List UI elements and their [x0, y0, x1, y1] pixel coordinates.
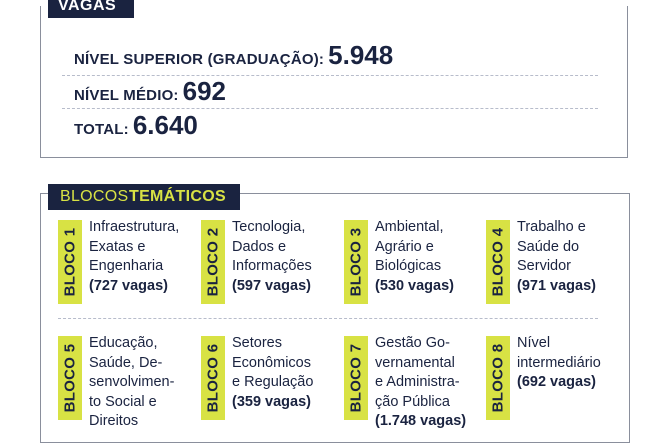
divider [62, 75, 598, 76]
bloco-line: Nível [517, 335, 551, 351]
bloco-text: Tecnologia, Dados e Informações (597 vagas) [232, 218, 348, 296]
bloco-line: vernamental [375, 354, 455, 371]
bloco-text: Infraestrutura, Exatas e Engenharia (727 va… [89, 218, 205, 296]
bloco-line: Gestão Go- [375, 335, 450, 351]
bloco-text: Nível intermediário (692 vagas) [517, 334, 633, 393]
bloco-badge-label: BLOCO 6 [204, 343, 222, 413]
bloco-line: intermediário [517, 354, 601, 371]
vagas-medio-value: 692 [182, 76, 227, 106]
vagas-superior-row: NÍVEL SUPERIOR (GRADUAÇÃO): 5.948 [74, 40, 393, 71]
bloco-line: Ambiental, [375, 219, 444, 235]
bloco-card: BLOCO 2 Tecnologia, Dados e Informações (597… [201, 219, 341, 310]
divider [62, 108, 598, 109]
bloco-card: BLOCO 7 Gestão Go-vernamental e Administra… [344, 335, 484, 429]
bloco-badge: BLOCO 2 [201, 220, 225, 304]
bloco-line: Servidor [517, 258, 571, 274]
bloco-vagas: (692 vagas) [517, 374, 596, 390]
bloco-vagas: (727 vagas) [89, 277, 168, 294]
bloco-card: BLOCO 4 Trabalho e Saúde do Servidor (971 va… [486, 219, 626, 310]
bloco-line: Infraestrutura, [89, 219, 180, 235]
bloco-line: Dados e [232, 238, 287, 255]
bloco-card: BLOCO 8 Nível intermediário (692 vagas) [486, 335, 626, 426]
bloco-line: Tecnologia, [232, 219, 306, 235]
bloco-badge-label: BLOCO 3 [347, 227, 365, 297]
bloco-badge: BLOCO 8 [486, 336, 510, 420]
bloco-vagas: (1.748 vagas) [375, 413, 467, 429]
bloco-line: to Social e [89, 393, 157, 410]
divider [58, 318, 598, 319]
bloco-line: Informações [232, 258, 312, 274]
bloco-card: BLOCO 1 Infraestrutura, Exatas e Engenharia… [58, 219, 198, 310]
bloco-line: Direitos [89, 413, 139, 429]
bloco-badge-label: BLOCO 2 [204, 227, 222, 297]
bloco-line: Saúde, De- [89, 354, 163, 371]
bloco-line: Educação, [89, 335, 158, 351]
bloco-text: Ambiental, Agrário e Biológicas (530 vagas) [375, 218, 491, 296]
bloco-badge-label: BLOCO 5 [61, 343, 79, 413]
bloco-badge-label: BLOCO 7 [347, 343, 365, 413]
vagas-panel [40, 6, 628, 158]
bloco-line: e Regulação [232, 374, 314, 390]
vagas-superior-value: 5.948 [328, 40, 394, 70]
bloco-badge-label: BLOCO 1 [61, 227, 79, 297]
bloco-text: Setores Econômicos e Regulação (359 vagas) [232, 334, 348, 412]
bloco-text: Trabalho e Saúde do Servidor (971 vagas) [517, 218, 633, 296]
bloco-line: Trabalho e [517, 219, 586, 235]
bloco-badge: BLOCO 7 [344, 336, 368, 420]
bloco-line: ção Pública [375, 393, 450, 410]
bloco-vagas: (597 vagas) [232, 277, 311, 294]
vagas-medio-label: NÍVEL MÉDIO: [74, 87, 179, 104]
vagas-title-tab: VAGAS [48, 0, 134, 18]
bloco-badge: BLOCO 5 [58, 336, 82, 420]
bloco-vagas: (971 vagas) [517, 277, 596, 294]
bloco-badge-label: BLOCO 4 [489, 227, 507, 297]
blocos-title-bold: TEMÁTICOS [129, 188, 226, 205]
bloco-badge: BLOCO 4 [486, 220, 510, 304]
vagas-total-value: 6.640 [132, 110, 198, 140]
bloco-line: Econômicos [232, 354, 311, 371]
bloco-line: Exatas e [89, 238, 146, 255]
bloco-vagas: (359 vagas) [232, 393, 311, 410]
bloco-line: Saúde do [517, 238, 580, 255]
bloco-line: Agrário e [375, 238, 434, 255]
bloco-card: BLOCO 6 Setores Econômicos e Regulação (359 … [201, 335, 341, 426]
vagas-total-label: TOTAL: [74, 121, 129, 138]
vagas-total-row: TOTAL: 6.640 [74, 110, 198, 141]
bloco-line: senvolvimen- [89, 374, 175, 390]
bloco-line: Biológicas [375, 258, 442, 274]
blocos-title-light: BLOCOS [60, 188, 129, 205]
bloco-badge: BLOCO 6 [201, 336, 225, 420]
bloco-text: Educação, Saúde, De-senvolvimen-to Social… [89, 334, 205, 432]
vagas-superior-label: NÍVEL SUPERIOR (GRADUAÇÃO): [74, 51, 325, 68]
bloco-line: Engenharia [89, 258, 164, 274]
bloco-line: e Administra- [375, 374, 460, 390]
bloco-badge: BLOCO 1 [58, 220, 82, 304]
bloco-card: BLOCO 3 Ambiental, Agrário e Biológicas (530… [344, 219, 484, 310]
vagas-title: VAGAS [58, 0, 117, 14]
bloco-line: Setores [232, 335, 282, 351]
vagas-medio-row: NÍVEL MÉDIO: 692 [74, 76, 226, 107]
bloco-text: Gestão Go-vernamental e Administra-ção Pú… [375, 334, 491, 432]
bloco-badge: BLOCO 3 [344, 220, 368, 304]
bloco-card: BLOCO 5 Educação, Saúde, De-senvolvimen-to… [58, 335, 198, 429]
bloco-badge-label: BLOCO 8 [489, 343, 507, 413]
bloco-vagas: (530 vagas) [375, 277, 454, 294]
blocos-title-tab: BLOCOS TEMÁTICOS [48, 184, 240, 210]
